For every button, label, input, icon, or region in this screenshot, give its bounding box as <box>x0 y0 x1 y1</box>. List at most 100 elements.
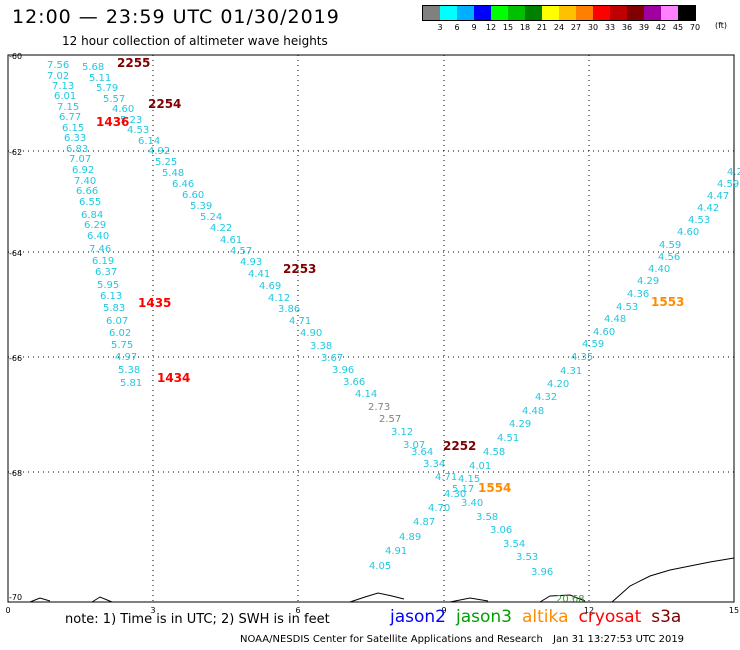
wave-height-value: 4.90 <box>300 328 322 339</box>
wave-height-value: 3.64 <box>411 447 433 458</box>
satellite-s3a: s3a <box>651 607 682 627</box>
wave-height-value: 4.30 <box>444 489 466 500</box>
wave-height-value: 5.95 <box>97 280 119 291</box>
wave-height-value: 3.06 <box>490 525 512 536</box>
pass-time-label: 1436 <box>96 115 129 129</box>
wave-height-value: 4.47 <box>707 191 729 202</box>
wave-height-value: 6.19 <box>92 256 114 267</box>
wave-height-value: 7.40 <box>74 176 96 187</box>
legend-label: 6 <box>454 23 460 32</box>
wave-height-value: 4.93 <box>240 257 262 268</box>
wave-height-value: 2.73 <box>368 402 390 413</box>
wave-height-value: 4.01 <box>469 461 491 472</box>
wave-height-value: 6.29 <box>84 220 106 231</box>
wave-height-value: 6.83 <box>66 144 88 155</box>
wave-height-value: 5.25 <box>155 157 177 168</box>
wave-height-value: 4.97 <box>115 352 137 363</box>
wave-height-value: 3.66 <box>343 377 365 388</box>
pass-time-label: 2252 <box>443 439 476 453</box>
wave-height-value: 4.70 <box>428 503 450 514</box>
wave-height-value: 3.96 <box>332 365 354 376</box>
wave-height-value: 5.81 <box>120 378 142 389</box>
wave-height-value: 4.42 <box>697 203 719 214</box>
axis-labels: -60 -62 -64 -66 -68 -70 0 3 6 9 12 15 <box>5 52 739 615</box>
lat-tick-label: -64 <box>9 249 22 258</box>
legend-label: 39 <box>638 23 650 32</box>
wave-height-value: 3.07 <box>403 440 425 451</box>
satellite-cryosat: cryosat <box>578 607 642 627</box>
wave-height-value: 4.41 <box>248 269 270 280</box>
wave-height-value: 4.60 <box>593 327 615 338</box>
wave-height-value: 4.15 <box>458 474 480 485</box>
wave-height-value: 3.12 <box>391 427 413 438</box>
lon-tick-label: 12 <box>584 606 594 615</box>
wave-height-value: 6.01 <box>54 91 76 102</box>
wave-height-value: 3.40 <box>461 498 483 509</box>
wave-height-value: 5.23 <box>120 115 142 126</box>
pass-time-label: 1553 <box>651 295 684 309</box>
legend-label: 21 <box>536 23 548 32</box>
wave-height-value: 3.53 <box>516 552 538 563</box>
legend-unit: (ft) <box>715 21 728 30</box>
wave-height-value: 4.92 <box>148 146 170 157</box>
map-frame <box>7 54 735 603</box>
wave-height-value: 4.58 <box>483 447 505 458</box>
map-grid <box>8 55 734 602</box>
wave-height-value: 5.79 <box>96 83 118 94</box>
wave-height-value: 4.61 <box>220 235 242 246</box>
wave-height-value: 4.60 <box>677 227 699 238</box>
wave-height-value: 6.15 <box>62 123 84 134</box>
legend-swatch <box>440 6 457 20</box>
legend-label: 33 <box>604 23 616 32</box>
wave-height-value: 4.29 <box>637 276 659 287</box>
satellite-jason2: jason2 <box>390 607 446 627</box>
legend-label: 15 <box>502 23 514 32</box>
legend-label: 27 <box>570 23 582 32</box>
lat-tick-label: -62 <box>9 148 22 157</box>
wave-height-value: 4.2 <box>727 167 740 178</box>
wave-height-value: 3.34 <box>423 459 445 470</box>
legend-label: 18 <box>519 23 531 32</box>
wave-height-value: 6.55 <box>79 197 101 208</box>
wave-height-value: 5.17 <box>452 484 474 495</box>
wave-height-value: 7.56 <box>47 60 69 71</box>
wave-height-value: 6.77 <box>59 112 81 123</box>
wave-height-value: 5.48 <box>162 168 184 179</box>
wave-height-value: 4.53 <box>688 215 710 226</box>
pass-time-label: 2255 <box>117 56 150 70</box>
legend-swatch <box>610 6 627 20</box>
wave-height-value: 4.12 <box>268 293 290 304</box>
lon-tick-label: 9 <box>441 606 446 615</box>
legend-label: 42 <box>655 23 667 32</box>
wave-height-value: 4.48 <box>522 406 544 417</box>
wave-height-value: 4.87 <box>413 517 435 528</box>
note-text: note: 1) Time is in UTC; 2) SWH is in fe… <box>65 612 330 627</box>
wave-height-value: 4.53 <box>616 302 638 313</box>
legend-swatch <box>559 6 576 20</box>
wave-height-value: 5.68 <box>82 62 104 73</box>
wave-height-value: 5.11 <box>89 73 111 84</box>
legend-swatch <box>542 6 559 20</box>
lon-tick-label: 6 <box>295 606 300 615</box>
legend-swatch <box>644 6 661 20</box>
legend-swatch <box>661 6 678 20</box>
pass-time-label: 2253 <box>283 262 316 276</box>
wave-height-value: 5.24 <box>200 212 222 223</box>
legend-label: 30 <box>587 23 599 32</box>
wave-height-value: 6.66 <box>76 186 98 197</box>
legend-label: 3 <box>437 23 443 32</box>
wave-height-value: 4.40 <box>648 264 670 275</box>
legend-swatch <box>576 6 593 20</box>
legend-swatch <box>423 6 440 20</box>
altimeter-tracks: 7.567.027.136.017.156.776.156.336.837.07… <box>47 60 740 605</box>
wave-height-value: 7.46 <box>89 244 111 255</box>
wave-height-value: 4.59 <box>659 240 681 251</box>
legend-label: 36 <box>621 23 633 32</box>
wave-height-value: 6.13 <box>100 291 122 302</box>
wave-height-value: 4.71 <box>289 316 311 327</box>
wave-height-value: 4.71 <box>435 472 457 483</box>
wave-height-value: 4.36 <box>627 289 649 300</box>
timestamp-text: Jan 31 13:27:53 UTC 2019 <box>553 634 685 645</box>
lon-tick-label: 15 <box>729 606 739 615</box>
pass-time-labels: 2255 2254 1436 2253 1435 1434 2252 1554 1553 <box>96 56 684 495</box>
